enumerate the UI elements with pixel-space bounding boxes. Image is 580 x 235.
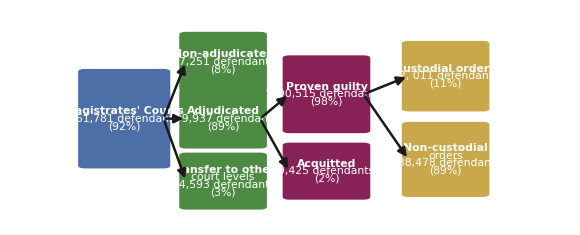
Text: (8%): (8%) (211, 64, 236, 74)
FancyBboxPatch shape (78, 69, 171, 168)
Text: 9,425 defendants: 9,425 defendants (278, 166, 375, 176)
Text: 490,515 defendants: 490,515 defendants (271, 89, 382, 99)
Text: orders: orders (428, 151, 463, 161)
Text: 47,251 defendants: 47,251 defendants (172, 57, 274, 67)
FancyBboxPatch shape (179, 153, 267, 210)
Text: (92%): (92%) (108, 121, 140, 131)
Text: Magistrates' Courts: Magistrates' Courts (64, 106, 184, 116)
Text: Adjudicated: Adjudicated (187, 106, 260, 116)
Text: (89%): (89%) (207, 121, 240, 131)
FancyBboxPatch shape (282, 143, 370, 200)
FancyBboxPatch shape (179, 89, 267, 149)
Text: 561,781 defendants: 561,781 defendants (69, 114, 179, 124)
Text: (11%): (11%) (429, 79, 462, 89)
Text: 499,937 defendants: 499,937 defendants (168, 114, 278, 124)
Text: 52, 011 defendants: 52, 011 defendants (392, 71, 499, 81)
Text: (98%): (98%) (310, 97, 343, 107)
Text: Acquitted: Acquitted (297, 159, 356, 169)
Text: 438,478 defendants: 438,478 defendants (391, 158, 501, 168)
FancyBboxPatch shape (282, 55, 370, 133)
Text: Non-adjudicated: Non-adjudicated (173, 49, 274, 59)
FancyBboxPatch shape (402, 122, 490, 197)
Text: Transfer to other: Transfer to other (171, 165, 275, 175)
Text: court levels: court levels (191, 172, 255, 182)
Text: Custodial orders: Custodial orders (396, 64, 496, 74)
Text: 14,593 defendants: 14,593 defendants (172, 180, 274, 190)
FancyBboxPatch shape (402, 41, 490, 111)
Text: Proven guilty: Proven guilty (285, 82, 367, 92)
Text: Non-custodial: Non-custodial (403, 143, 488, 153)
FancyBboxPatch shape (179, 32, 267, 91)
Text: (3%): (3%) (211, 187, 236, 197)
Text: (2%): (2%) (314, 174, 339, 184)
Text: (89%): (89%) (429, 166, 462, 176)
